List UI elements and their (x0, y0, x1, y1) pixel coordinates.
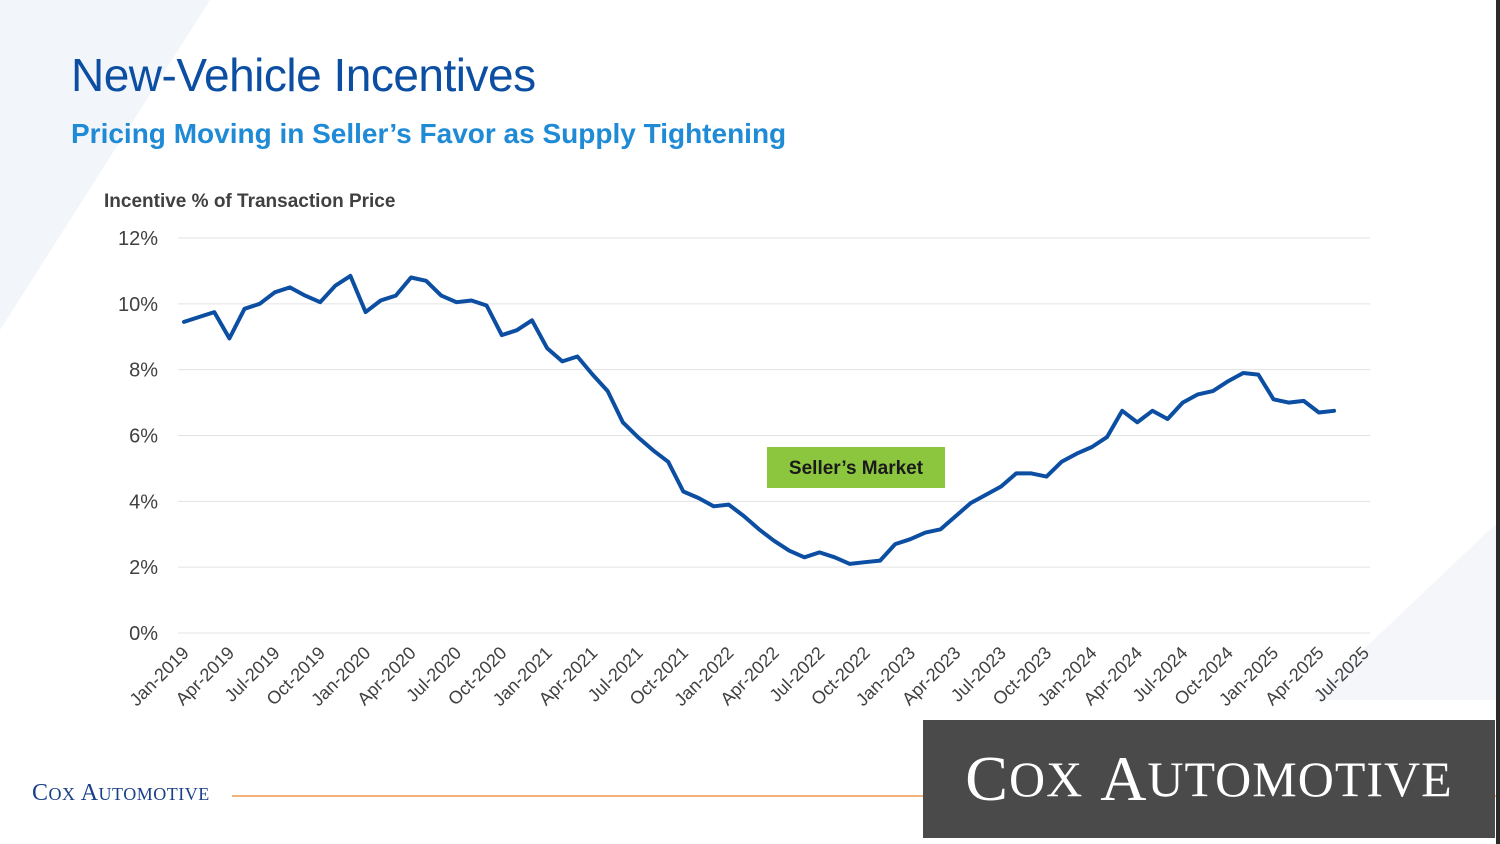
data-point (939, 528, 942, 531)
footer-divider (232, 795, 1500, 797)
data-point (228, 337, 231, 340)
data-point (909, 538, 912, 541)
data-point (1075, 452, 1078, 455)
data-point (773, 539, 776, 542)
data-point (576, 355, 579, 358)
data-point (1136, 421, 1139, 424)
data-point (1317, 411, 1320, 414)
data-point (1257, 373, 1260, 376)
data-point (803, 556, 806, 559)
data-point (515, 329, 518, 332)
data-point (969, 501, 972, 504)
data-point (712, 505, 715, 508)
data-point (455, 301, 458, 304)
page-subtitle: Pricing Moving in Seller’s Favor as Supp… (71, 118, 787, 149)
data-point (924, 531, 927, 534)
y-tick-label: 12% (118, 228, 158, 250)
data-point (258, 302, 261, 305)
data-point (1121, 409, 1124, 412)
data-point (1272, 398, 1275, 401)
data-point (304, 294, 307, 297)
data-point (1090, 446, 1093, 449)
data-point (1151, 409, 1154, 412)
data-point (1196, 393, 1199, 396)
data-point (334, 284, 337, 287)
data-point (470, 299, 473, 302)
data-point (213, 311, 216, 314)
data-point (1000, 485, 1003, 488)
data-point (833, 556, 836, 559)
data-point (379, 299, 382, 302)
data-point (621, 421, 624, 424)
data-point (243, 307, 246, 310)
footer-logo: COX AUTOMOTIVE (32, 780, 210, 806)
cox-automotive-watermark: C OX A UTOMOTIVE (923, 720, 1495, 838)
y-tick-label: 4% (129, 491, 158, 513)
data-point (591, 373, 594, 376)
data-point (1333, 409, 1336, 412)
data-point (1302, 399, 1305, 402)
data-point (636, 436, 639, 439)
y-tick-label: 10% (118, 294, 158, 316)
annotation-box (767, 447, 945, 488)
data-point (561, 360, 564, 363)
data-point (409, 276, 412, 279)
data-point (1015, 472, 1018, 475)
data-point (273, 291, 276, 294)
y-tick-label: 0% (129, 623, 158, 645)
sellers-market-annotation: Seller’s Market (767, 447, 945, 488)
data-point (894, 543, 897, 546)
data-point (667, 460, 670, 463)
data-point (727, 503, 730, 506)
data-point (288, 286, 291, 289)
y-tick-label: 2% (129, 557, 158, 579)
annotation-label: Seller’s Market (789, 458, 924, 479)
data-point (198, 316, 201, 319)
data-point (1181, 401, 1184, 404)
data-point (440, 294, 443, 297)
y-tick-label: 8% (129, 360, 158, 382)
data-point (788, 549, 791, 552)
data-point (863, 561, 866, 564)
series-line (182, 273, 1336, 566)
data-point (652, 449, 655, 452)
data-point (1211, 390, 1214, 393)
data-point (364, 311, 367, 314)
data-point (319, 301, 322, 304)
data-point (879, 559, 882, 562)
data-point (183, 320, 186, 323)
y-tick-label: 6% (129, 426, 158, 448)
data-point (425, 279, 428, 282)
data-point (954, 515, 957, 518)
data-point (500, 334, 503, 337)
data-point (682, 490, 685, 493)
data-point (1106, 436, 1109, 439)
data-point (1030, 472, 1033, 475)
data-point (984, 493, 987, 496)
data-point (697, 497, 700, 500)
data-point (1242, 371, 1245, 374)
page-title: New-Vehicle Incentives (71, 49, 536, 101)
data-point (606, 390, 609, 393)
data-point (1287, 401, 1290, 404)
data-point (848, 562, 851, 565)
data-point (1227, 380, 1230, 383)
data-point (349, 274, 352, 277)
data-point (531, 319, 534, 322)
data-point (818, 551, 821, 554)
data-point (758, 528, 761, 531)
data-point (394, 294, 397, 297)
data-point (742, 515, 745, 518)
data-point (546, 347, 549, 350)
data-point (1045, 475, 1048, 478)
data-point (1060, 460, 1063, 463)
data-point (485, 304, 488, 307)
data-point (1166, 418, 1169, 421)
right-edge-bar (1496, 0, 1500, 844)
y-axis-label: Incentive % of Transaction Price (104, 191, 396, 212)
